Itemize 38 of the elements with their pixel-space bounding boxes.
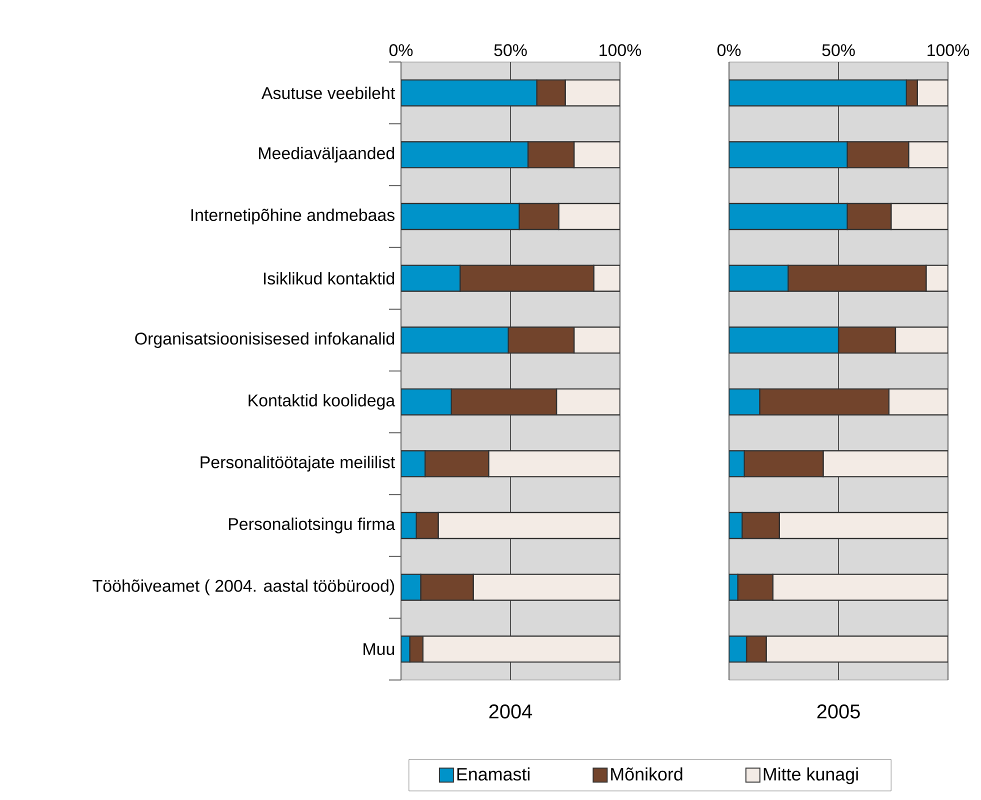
x-tick-label: 50%	[822, 44, 855, 56]
bar	[822, 450, 948, 478]
bar	[908, 141, 948, 168]
legend-label: Enamasti	[457, 767, 530, 781]
bar	[888, 388, 948, 416]
x-tick-label: 50%	[494, 44, 527, 56]
bar	[401, 79, 538, 106]
bar	[401, 264, 461, 292]
bar	[926, 264, 948, 292]
y-tick-label: Tööhõiveamet ( 2004. aastal tööbürood)	[92, 579, 394, 596]
bar	[401, 141, 529, 168]
x-axis-title: 2004	[489, 704, 532, 718]
y-tick-label: Muu	[364, 643, 394, 656]
bar	[916, 79, 948, 106]
x-tick-label: 0%	[717, 44, 741, 56]
bar	[766, 636, 948, 663]
y-tick-label: Internetipõhine andmebaas	[191, 208, 394, 224]
bar	[401, 326, 509, 354]
y-tick-label: Personaliotsingu firma	[228, 518, 396, 534]
bar	[772, 574, 948, 601]
bar	[894, 326, 948, 354]
y-tick-label: Personalitöötajate meililist	[200, 456, 395, 472]
bar	[401, 202, 520, 230]
x-tick-label: 100%	[928, 44, 970, 56]
y-tick-label: Asutuse veebileht	[261, 86, 395, 100]
y-tick-label: Meediaväljaanded	[259, 146, 394, 163]
legend-label: Mõnikord	[611, 767, 682, 781]
bar	[401, 388, 452, 416]
x-tick-label: 100%	[600, 44, 642, 56]
y-tick-label: Organisatsioonisisesed infokanalid	[135, 332, 394, 348]
y-tick-label: Kontaktid koolidega	[248, 394, 396, 410]
bar	[401, 450, 426, 478]
legend-label: Mitte kunagi	[764, 767, 858, 784]
bar	[778, 512, 948, 540]
bar	[890, 202, 948, 230]
x-tick-label: 0%	[389, 44, 413, 56]
y-tick-label: Isiklikud kontaktid	[264, 272, 394, 285]
x-axis-title: 2005	[817, 704, 860, 718]
